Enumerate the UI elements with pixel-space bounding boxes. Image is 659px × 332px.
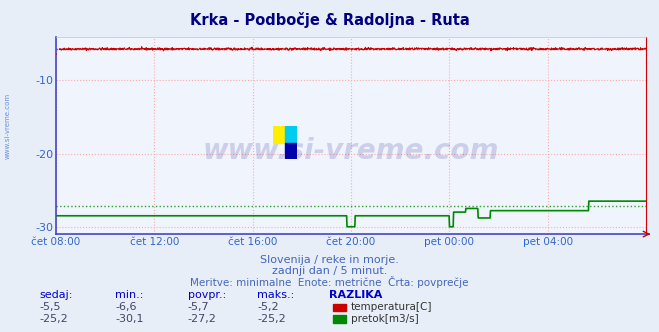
Text: Slovenija / reke in morje.: Slovenija / reke in morje. [260, 255, 399, 265]
Text: -30,1: -30,1 [115, 314, 144, 324]
Bar [273, 126, 285, 143]
Text: zadnji dan / 5 minut.: zadnji dan / 5 minut. [272, 266, 387, 276]
Bar [285, 143, 297, 159]
Text: Krka - Podbočje & Radoljna - Ruta: Krka - Podbočje & Radoljna - Ruta [190, 12, 469, 28]
Text: -27,2: -27,2 [188, 314, 217, 324]
Text: temperatura[C]: temperatura[C] [351, 302, 432, 312]
Text: maks.:: maks.: [257, 290, 295, 300]
Text: -25,2: -25,2 [257, 314, 286, 324]
Text: RAZLIKA: RAZLIKA [330, 290, 383, 300]
Text: -5,7: -5,7 [188, 302, 210, 312]
Text: sedaj:: sedaj: [40, 290, 73, 300]
Text: www.si-vreme.com: www.si-vreme.com [5, 93, 11, 159]
Text: min.:: min.: [115, 290, 144, 300]
Text: povpr.:: povpr.: [188, 290, 226, 300]
Text: -6,6: -6,6 [115, 302, 137, 312]
Text: -25,2: -25,2 [40, 314, 69, 324]
Bar [285, 126, 297, 143]
Text: www.si-vreme.com: www.si-vreme.com [203, 137, 499, 165]
Text: pretok[m3/s]: pretok[m3/s] [351, 314, 418, 324]
Text: Meritve: minimalne  Enote: metrične  Črta: povprečje: Meritve: minimalne Enote: metrične Črta:… [190, 276, 469, 288]
Text: -5,2: -5,2 [257, 302, 279, 312]
Text: -5,5: -5,5 [40, 302, 61, 312]
